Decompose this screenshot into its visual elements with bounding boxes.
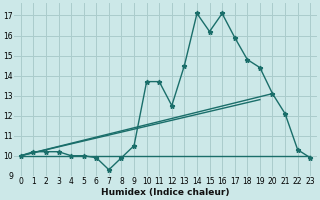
X-axis label: Humidex (Indice chaleur): Humidex (Indice chaleur): [101, 188, 230, 197]
